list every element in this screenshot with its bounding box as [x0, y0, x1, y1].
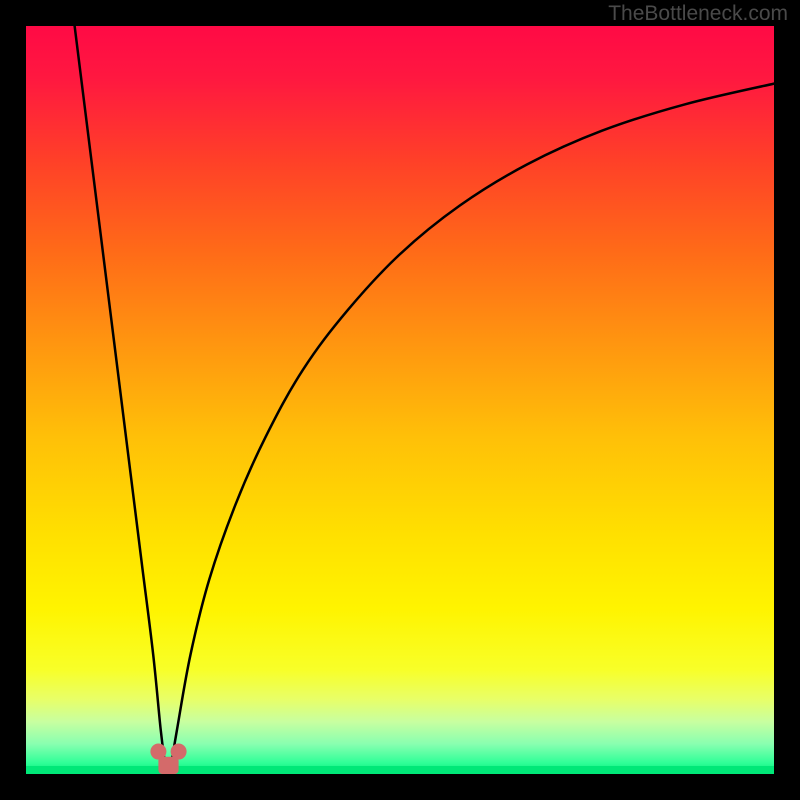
chart-plot-area [26, 26, 774, 774]
baseline-strip [26, 766, 774, 774]
marker-dot-0 [150, 744, 166, 760]
watermark-text: TheBottleneck.com [608, 2, 788, 26]
chart-container: TheBottleneck.com [0, 0, 800, 800]
bottleneck-chart [0, 0, 800, 800]
marker-floor [158, 757, 178, 774]
marker-dot-1 [171, 744, 187, 760]
